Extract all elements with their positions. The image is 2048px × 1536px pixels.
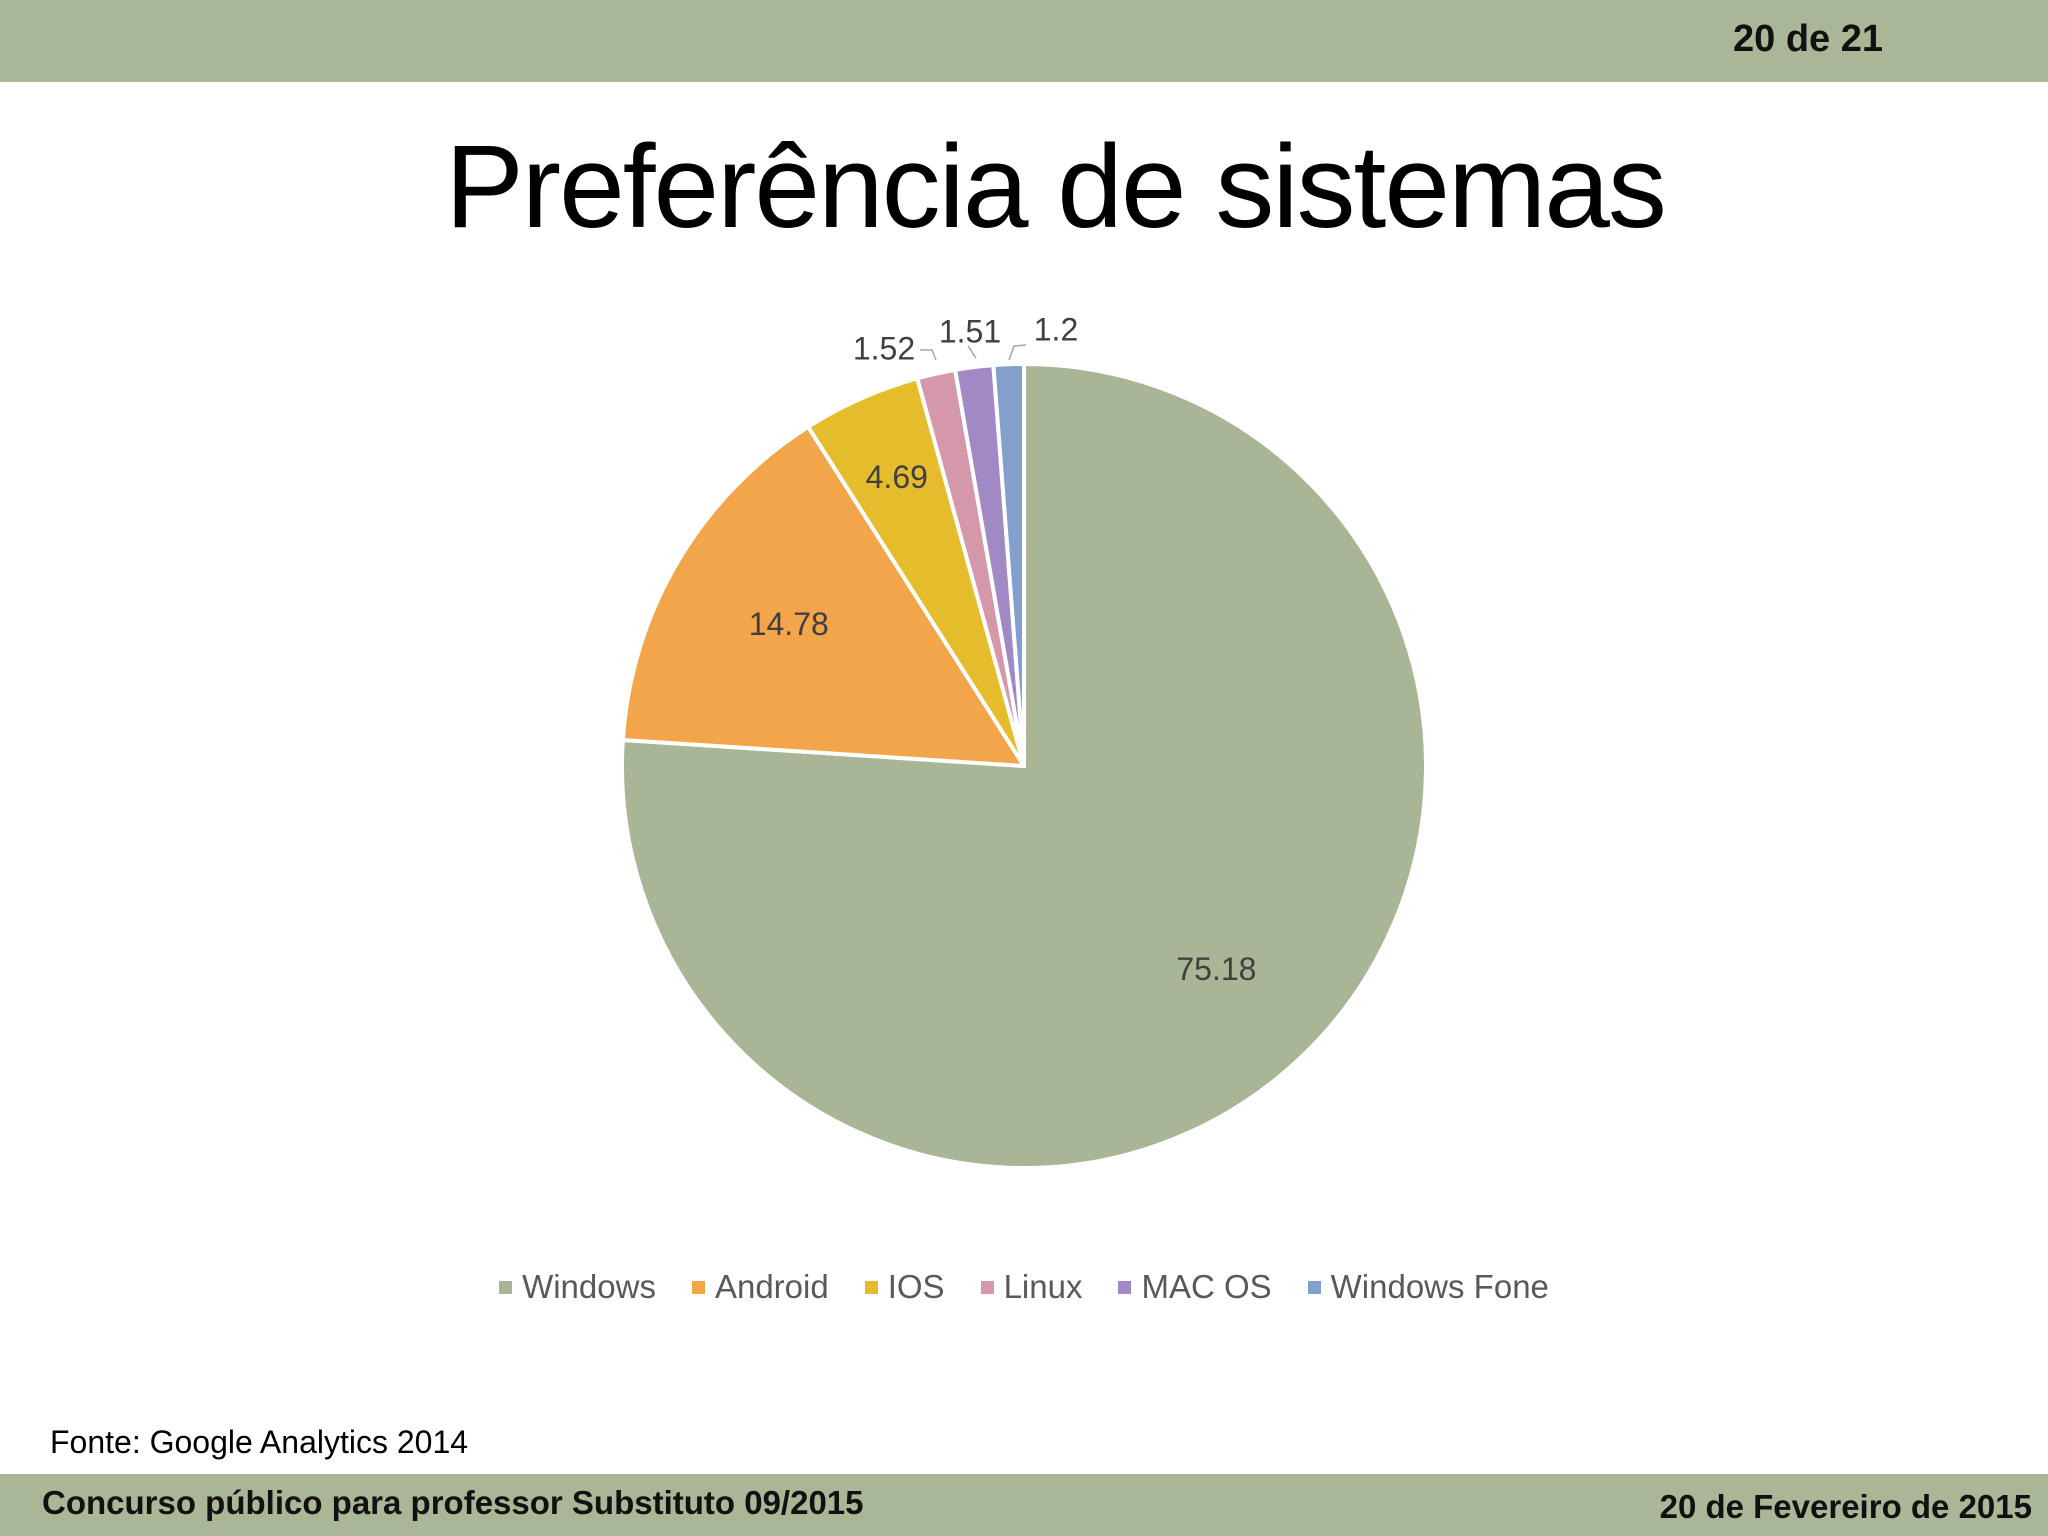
footer-course-title: Concurso público para professor Substitu… xyxy=(42,1484,864,1521)
data-label-windows: 75.18 xyxy=(1176,951,1256,987)
pie-slices xyxy=(620,362,1428,1170)
legend-swatch xyxy=(691,1280,705,1294)
pie-slice-windows-fone xyxy=(991,362,1026,768)
legend-item-ios: IOS xyxy=(864,1268,945,1306)
leader-line-linux xyxy=(920,349,937,361)
leader-lines xyxy=(920,344,1027,361)
leader-line-mac-os xyxy=(967,345,977,359)
data-labels: 75.18 14.78 4.69 1.52 1.51 1.2 xyxy=(749,311,1257,986)
page-counter: 20 de 21 xyxy=(1733,18,1883,60)
slide-title: Preferência de sistemas xyxy=(445,121,1667,253)
data-label-android: 14.78 xyxy=(749,606,829,642)
legend-label: IOS xyxy=(887,1268,945,1305)
source-note: Fonte: Google Analytics 2014 xyxy=(50,1424,469,1460)
legend-swatch xyxy=(980,1280,994,1294)
data-label-windows-fone: 1.2 xyxy=(1034,311,1078,347)
data-label-linux: 1.52 xyxy=(853,330,915,366)
bottom-bar: Concurso público para professor Substitu… xyxy=(0,1474,2048,1536)
chart-legend: Windows Android IOS Linux MAC OS Windows Fone xyxy=(0,1268,2048,1306)
legend-swatch xyxy=(499,1280,513,1294)
top-bar: 20 de 21 xyxy=(0,0,2048,82)
legend-label: Linux xyxy=(1003,1268,1083,1305)
data-label-ios: 4.69 xyxy=(866,459,928,495)
legend-swatch xyxy=(864,1280,878,1294)
legend-swatch xyxy=(1307,1280,1321,1294)
legend-swatch xyxy=(1118,1280,1132,1294)
legend-label: Android xyxy=(714,1268,829,1305)
legend-label: Windows xyxy=(522,1268,656,1305)
leader-line-windows-fone xyxy=(1008,344,1027,361)
legend-item-windows: Windows xyxy=(499,1268,656,1306)
legend-item-android: Android xyxy=(691,1268,829,1306)
legend-item-windows-fone: Windows Fone xyxy=(1307,1268,1549,1306)
data-label-mac-os: 1.51 xyxy=(939,313,1001,349)
legend-item-mac-os: MAC OS xyxy=(1118,1268,1272,1306)
legend-label: Windows Fone xyxy=(1330,1268,1549,1305)
legend-item-linux: Linux xyxy=(980,1268,1083,1306)
legend-label: MAC OS xyxy=(1141,1268,1272,1305)
footer-date: 20 de Fevereiro de 2015 xyxy=(1659,1488,2032,1525)
pie-slice-android xyxy=(620,424,1026,768)
